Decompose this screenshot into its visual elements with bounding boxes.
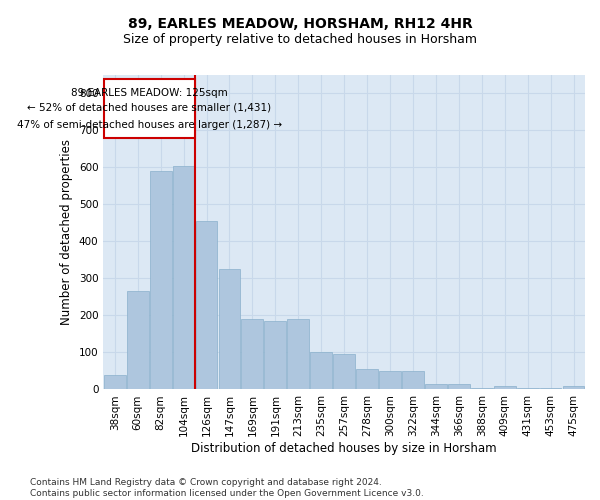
Text: 89 EARLES MEADOW: 125sqm: 89 EARLES MEADOW: 125sqm — [71, 88, 227, 98]
Text: ← 52% of detached houses are smaller (1,431): ← 52% of detached houses are smaller (1,… — [27, 102, 271, 113]
Bar — [265, 321, 286, 390]
Bar — [517, 388, 539, 390]
FancyBboxPatch shape — [104, 80, 194, 138]
Bar — [356, 369, 378, 390]
Bar — [379, 371, 401, 390]
Text: 89, EARLES MEADOW, HORSHAM, RH12 4HR: 89, EARLES MEADOW, HORSHAM, RH12 4HR — [128, 18, 472, 32]
Bar — [425, 384, 447, 390]
X-axis label: Distribution of detached houses by size in Horsham: Distribution of detached houses by size … — [191, 442, 497, 455]
Bar — [241, 319, 263, 390]
Bar — [287, 319, 309, 390]
Bar — [402, 371, 424, 390]
Bar — [173, 166, 194, 390]
Bar — [494, 386, 515, 390]
Bar — [448, 384, 470, 390]
Bar — [563, 386, 584, 390]
Bar — [218, 269, 241, 390]
Y-axis label: Number of detached properties: Number of detached properties — [60, 139, 73, 325]
Text: 47% of semi-detached houses are larger (1,287) →: 47% of semi-detached houses are larger (… — [17, 120, 282, 130]
Bar — [539, 388, 562, 390]
Bar — [310, 352, 332, 390]
Bar — [196, 221, 217, 390]
Bar — [104, 374, 125, 390]
Bar — [471, 388, 493, 390]
Bar — [127, 292, 149, 390]
Text: Size of property relative to detached houses in Horsham: Size of property relative to detached ho… — [123, 32, 477, 46]
Bar — [150, 171, 172, 390]
Text: Contains HM Land Registry data © Crown copyright and database right 2024.
Contai: Contains HM Land Registry data © Crown c… — [30, 478, 424, 498]
Bar — [333, 354, 355, 390]
